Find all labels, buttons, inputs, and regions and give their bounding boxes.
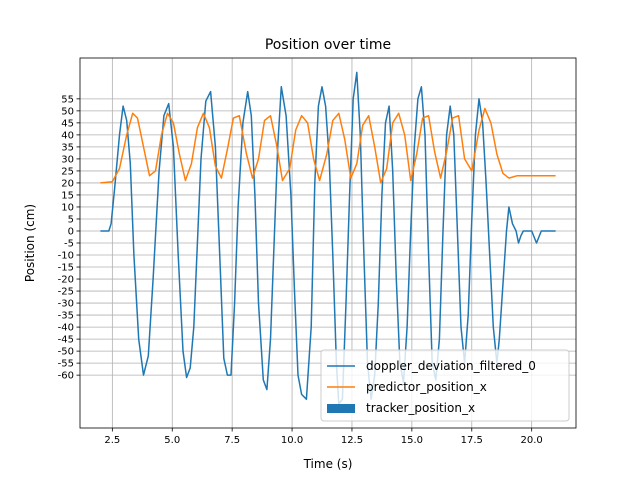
- legend-label-2: tracker_position_x: [366, 401, 475, 415]
- x-tick-label: 20.0: [521, 435, 543, 446]
- y-tick-label: -50: [58, 347, 74, 358]
- y-tick-label: -55: [58, 359, 74, 370]
- legend-label-0: doppler_deviation_filtered_0: [366, 359, 536, 373]
- legend-swatch-2: [327, 404, 355, 413]
- x-axis-label: Time (s): [303, 457, 353, 471]
- y-axis-label: Position (cm): [23, 204, 37, 282]
- y-tick-label: -10: [58, 251, 74, 262]
- y-tick-label: 45: [61, 118, 74, 129]
- x-tick-label: 12.5: [341, 435, 363, 446]
- y-tick-label: 5: [68, 214, 74, 225]
- y-tick-label: 0: [68, 226, 74, 237]
- legend: doppler_deviation_filtered_0 predictor_po…: [320, 349, 570, 422]
- x-tick-label: 7.5: [224, 435, 240, 446]
- y-tick-label: -45: [58, 335, 74, 346]
- legend-box: [320, 349, 570, 422]
- y-tick-label: -30: [58, 299, 74, 310]
- y-tick-label: -60: [58, 371, 74, 382]
- y-tick-label: 50: [61, 106, 74, 117]
- y-tick-label: 55: [61, 94, 74, 105]
- x-tick-label: 2.5: [104, 435, 120, 446]
- chart-title: Position over time: [265, 37, 391, 53]
- y-tick-label: 10: [61, 202, 74, 213]
- x-axis: 2.5 5.0 7.5 10.0 12.5 15.0 17.5 20.0: [104, 428, 543, 446]
- x-tick-label: 15.0: [401, 435, 423, 446]
- y-tick-label: 30: [61, 154, 74, 165]
- y-tick-label: -35: [58, 311, 74, 322]
- x-tick-label: 5.0: [164, 435, 180, 446]
- y-tick-label: -20: [58, 275, 74, 286]
- legend-label-1: predictor_position_x: [366, 380, 487, 394]
- x-tick-label: 10.0: [281, 435, 303, 446]
- y-tick-label: 40: [61, 130, 74, 141]
- y-tick-label: -5: [64, 239, 74, 250]
- y-tick-label: -40: [58, 323, 74, 334]
- y-tick-label: -25: [58, 287, 74, 298]
- y-axis: -60-55-50-45-40-35-30-25-20-15-10-505101…: [58, 94, 80, 382]
- y-tick-label: -15: [58, 263, 74, 274]
- y-tick-label: 35: [61, 142, 74, 153]
- y-tick-label: 25: [61, 166, 74, 177]
- x-tick-label: 17.5: [461, 435, 483, 446]
- series-line-1: [100, 107, 556, 184]
- y-tick-label: 20: [61, 178, 74, 189]
- y-tick-label: 15: [61, 190, 74, 201]
